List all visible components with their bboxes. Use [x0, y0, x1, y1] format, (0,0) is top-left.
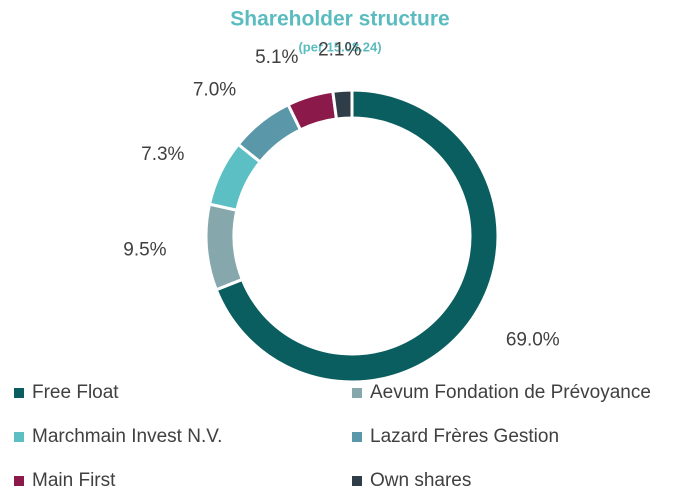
legend-swatch: [14, 476, 24, 486]
legend-label: Own shares: [370, 470, 471, 490]
data-label: 9.5%: [123, 240, 166, 261]
data-label: 7.0%: [193, 79, 236, 100]
data-label: 69.0%: [506, 330, 560, 351]
data-label: 7.3%: [141, 144, 184, 165]
legend-swatch: [14, 432, 24, 442]
donut-segment: [214, 88, 500, 384]
legend-label: Marchmain Invest N.V.: [32, 426, 222, 447]
donut-segment: [204, 202, 245, 292]
legend-swatch: [352, 432, 362, 442]
donut-segment: [331, 88, 354, 121]
chart-subtitle: (per 15.08.24): [298, 39, 381, 54]
legend-swatch: [14, 388, 24, 398]
legend-label: Lazard Frères Gestion: [370, 426, 559, 447]
data-label: 5.1%: [255, 47, 298, 68]
chart-title: Shareholder structure: [230, 8, 449, 31]
legend-swatch: [352, 476, 362, 486]
legend-swatch: [352, 388, 362, 398]
legend-label: Main First: [32, 470, 116, 490]
legend-label: Aevum Fondation de Prévoyance: [370, 382, 651, 403]
legend-label: Free Float: [32, 382, 119, 403]
data-label: 2.1%: [318, 39, 361, 60]
